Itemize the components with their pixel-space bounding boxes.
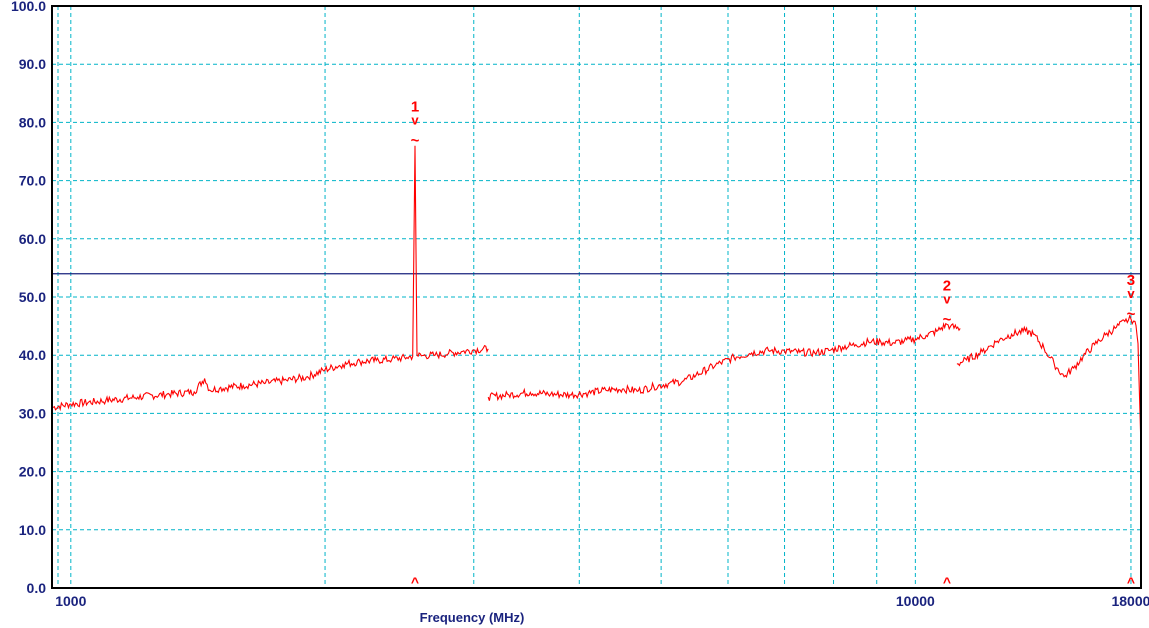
trace-segment (487, 321, 961, 402)
marker-3-pointer: v (1127, 286, 1135, 301)
y-tick-label: 100.0 (11, 0, 46, 14)
markers: 1v~^2v~^3v~^ (411, 99, 1136, 590)
y-tick-label: 70.0 (19, 173, 46, 189)
trace-segment (51, 145, 489, 412)
y-tick-label: 30.0 (19, 405, 46, 421)
marker-1-pointer: v (411, 113, 419, 128)
x-tick-label: 1000 (55, 593, 86, 609)
plot-frame (51, 5, 1142, 589)
y-tick-label: 20.0 (19, 464, 46, 480)
x-axis-ticks: 1000 10000 18000 (55, 593, 1149, 609)
y-tick-label: 90.0 (19, 56, 46, 72)
x-tick-label: 18000 (1111, 593, 1149, 609)
marker-3-axis-caret: ^ (1127, 574, 1135, 590)
y-tick-label: 60.0 (19, 231, 46, 247)
marker-2-number: 2 (943, 277, 951, 294)
x-tick-label: 10000 (896, 593, 935, 609)
marker-1-number: 1 (411, 99, 419, 116)
grid (52, 6, 1141, 588)
marker-3-tilde: ~ (1127, 306, 1136, 323)
marker-3-number: 3 (1127, 272, 1135, 289)
x-axis-label: Frequency (MHz) (420, 610, 525, 625)
y-tick-label: 0.0 (27, 580, 47, 596)
y-tick-label: 80.0 (19, 114, 46, 130)
marker-2-tilde: ~ (943, 311, 952, 328)
y-tick-label: 10.0 (19, 522, 46, 538)
marker-2-pointer: v (943, 291, 951, 306)
marker-1-tilde: ~ (411, 133, 420, 150)
y-tick-label: 40.0 (19, 347, 46, 363)
marker-1-axis-caret: ^ (411, 574, 419, 590)
marker-2-axis-caret: ^ (943, 574, 951, 590)
trace-segment (956, 314, 1142, 449)
y-axis-ticks: 0.0 10.0 20.0 30.0 40.0 50.0 60.0 70.0 80.0 90.0 1… (11, 0, 46, 596)
y-tick-label: 50.0 (19, 289, 46, 305)
trace-series (51, 145, 1142, 449)
